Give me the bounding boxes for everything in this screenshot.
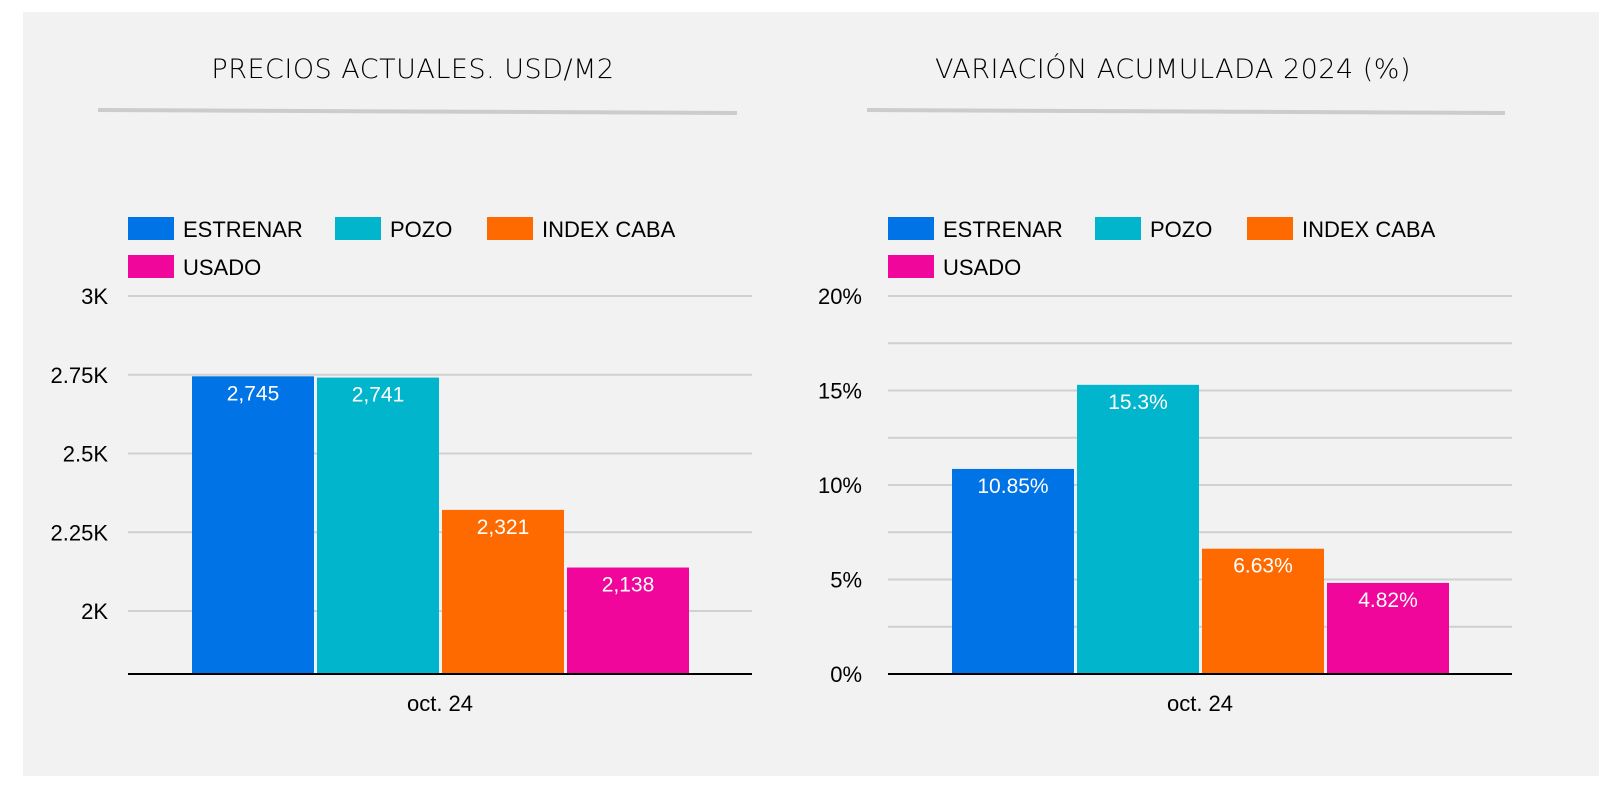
legend-item[interactable]: USADO — [128, 255, 261, 280]
y-tick-label: 5% — [830, 568, 862, 593]
y-tick-label: 0% — [830, 662, 862, 687]
chart-prices: PRECIOS ACTUALES. USD/M2 ESTRENAR POZO INDE… — [51, 54, 752, 716]
bar-pozo[interactable] — [317, 377, 439, 674]
legend-label: INDEX CABA — [542, 217, 676, 242]
legend-label: USADO — [183, 255, 261, 280]
legend-item[interactable]: ESTRENAR — [888, 217, 1063, 242]
bar-usado[interactable] — [567, 567, 689, 674]
legend-swatch — [128, 217, 174, 240]
chart-variation: VARIACIÓN ACUMULADA 2024 (%) ESTRENAR POZO… — [818, 53, 1512, 716]
bar-index-caba[interactable] — [442, 509, 564, 674]
legend-swatch — [888, 255, 934, 278]
y-tick-label: 2.25K — [51, 520, 109, 545]
legend-label: ESTRENAR — [943, 217, 1063, 242]
data-label: 10.85% — [977, 475, 1048, 498]
legend-swatch — [487, 217, 533, 240]
chart-title: PRECIOS ACTUALES. USD/M2 — [211, 54, 614, 85]
bar-estrenar[interactable] — [952, 468, 1074, 674]
legend-item[interactable]: ESTRENAR — [128, 217, 303, 242]
legend-item[interactable]: POZO — [335, 217, 452, 242]
legend-swatch — [1095, 217, 1141, 240]
bar-usado[interactable] — [1327, 582, 1449, 674]
legend-label: INDEX CABA — [1302, 217, 1436, 242]
legend-swatch — [1247, 217, 1293, 240]
data-label: 6.63% — [1233, 555, 1293, 578]
legend-label: POZO — [390, 217, 452, 242]
legend-swatch — [128, 255, 174, 278]
y-tick-label: 10% — [818, 473, 862, 498]
data-label: 2,745 — [227, 382, 280, 405]
y-tick-label: 2.5K — [63, 442, 109, 467]
title-underline — [866, 108, 1506, 115]
legend-item[interactable]: INDEX CABA — [1247, 217, 1436, 242]
y-tick-label: 15% — [818, 379, 862, 404]
legend-item[interactable]: INDEX CABA — [487, 217, 676, 242]
y-tick-label: 2K — [81, 599, 108, 624]
data-label: 4.82% — [1358, 589, 1418, 612]
bar-index-caba[interactable] — [1202, 548, 1324, 674]
legend-item[interactable]: POZO — [1095, 217, 1212, 242]
title-underline — [97, 108, 738, 115]
legend-item[interactable]: USADO — [888, 255, 1021, 280]
y-tick-label: 2.75K — [51, 363, 109, 388]
legend-label: ESTRENAR — [183, 217, 303, 242]
legend-swatch — [888, 217, 934, 240]
bar-estrenar[interactable] — [192, 376, 314, 674]
data-label: 15.3% — [1108, 391, 1168, 414]
y-tick-label: 20% — [818, 284, 862, 309]
data-label: 2,138 — [602, 574, 655, 597]
legend-swatch — [335, 217, 381, 240]
y-tick-label: 3K — [81, 284, 108, 309]
chart-title: VARIACIÓN ACUMULADA 2024 (%) — [935, 53, 1411, 85]
legend-label: POZO — [1150, 217, 1212, 242]
x-tick-label: oct. 24 — [407, 691, 473, 716]
x-tick-label: oct. 24 — [1167, 691, 1233, 716]
bar-pozo[interactable] — [1077, 384, 1199, 674]
data-label: 2,741 — [352, 384, 405, 407]
data-label: 2,321 — [477, 516, 530, 539]
legend-label: USADO — [943, 255, 1021, 280]
